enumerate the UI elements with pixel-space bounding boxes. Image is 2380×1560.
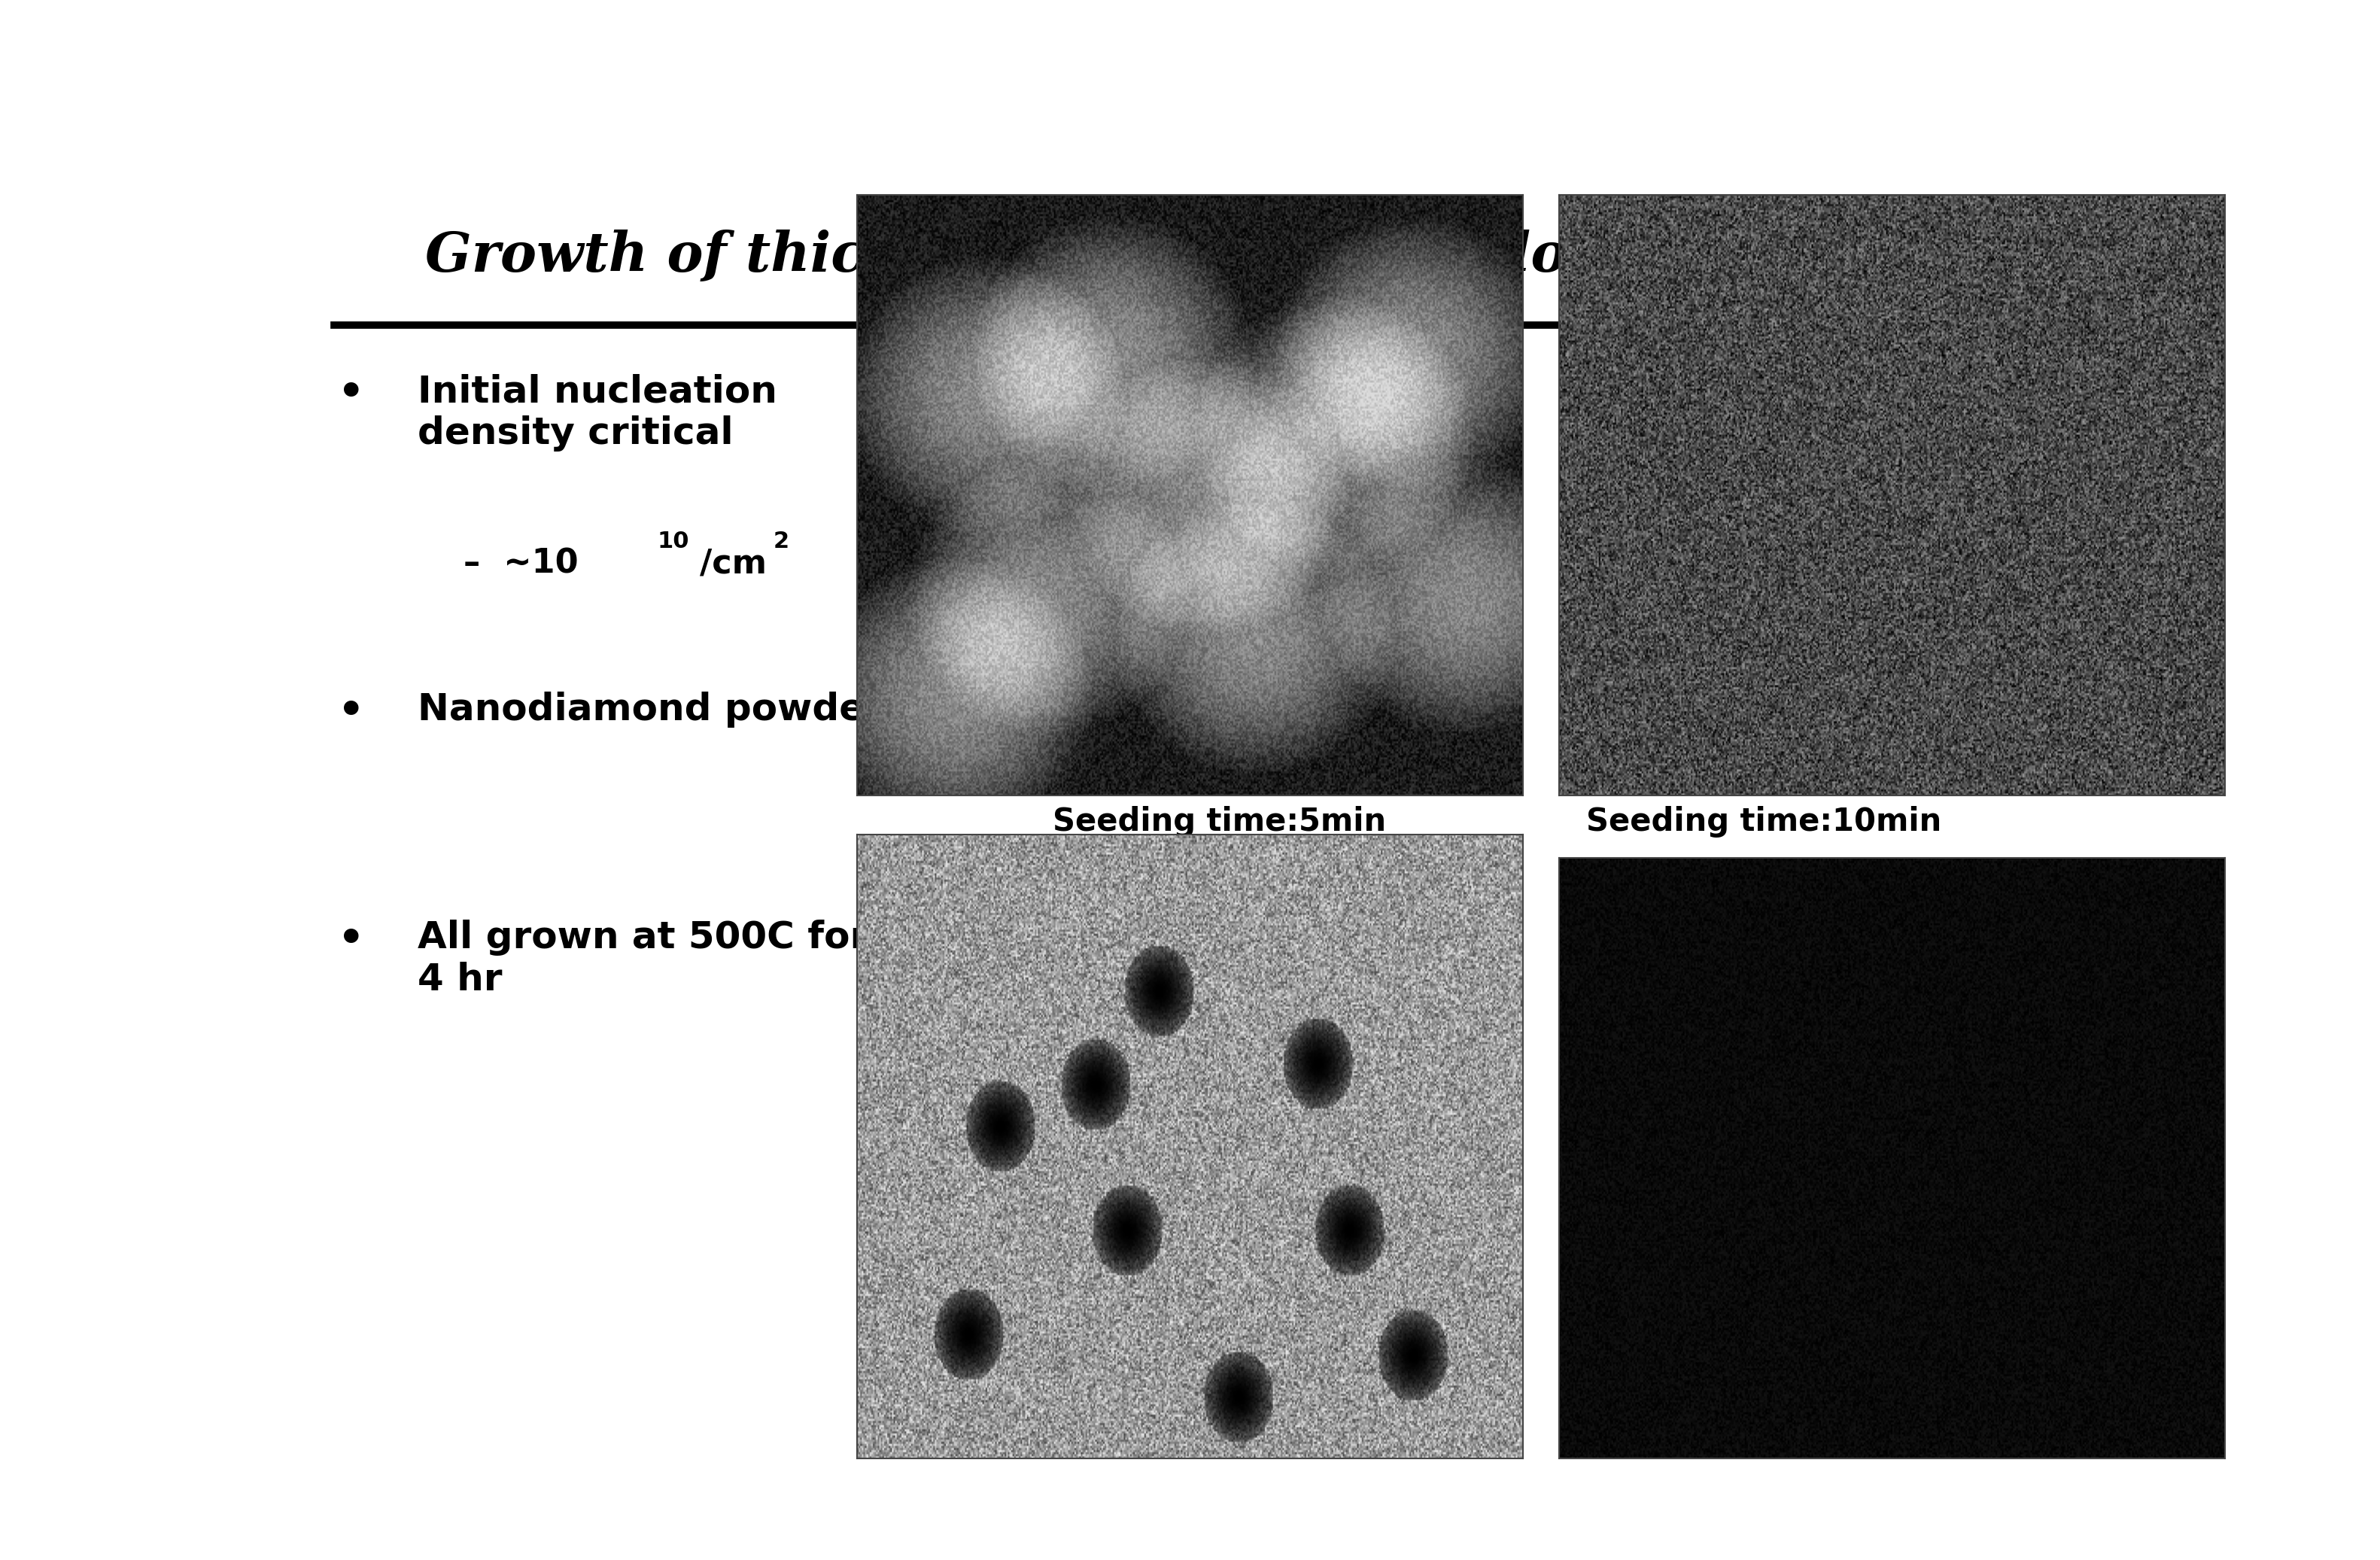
Text: Seeding time:25min: Seeding time:25min bbox=[1587, 1317, 1942, 1348]
Text: Seeding time:10min: Seeding time:10min bbox=[1585, 807, 1942, 838]
Text: /cm: /cm bbox=[700, 548, 766, 580]
Text: –  ~10: – ~10 bbox=[464, 548, 578, 580]
Text: Seeding time:15min: Seeding time:15min bbox=[1042, 1317, 1397, 1348]
Text: •: • bbox=[338, 691, 364, 732]
Text: 2: 2 bbox=[774, 530, 790, 552]
Text: •: • bbox=[338, 920, 364, 961]
Text: Initial nucleation
density critical: Initial nucleation density critical bbox=[416, 373, 776, 451]
Text: Growth of thick, continous films at low temperature: Growth of thick, continous films at low … bbox=[426, 229, 2013, 282]
Text: 10: 10 bbox=[657, 530, 690, 552]
Text: All grown at 500C for
4 hr: All grown at 500C for 4 hr bbox=[416, 920, 869, 998]
Text: Seeding time:5min: Seeding time:5min bbox=[1052, 807, 1388, 838]
Text: •: • bbox=[338, 373, 364, 413]
Text: Nanodiamond powder: Nanodiamond powder bbox=[416, 691, 883, 729]
